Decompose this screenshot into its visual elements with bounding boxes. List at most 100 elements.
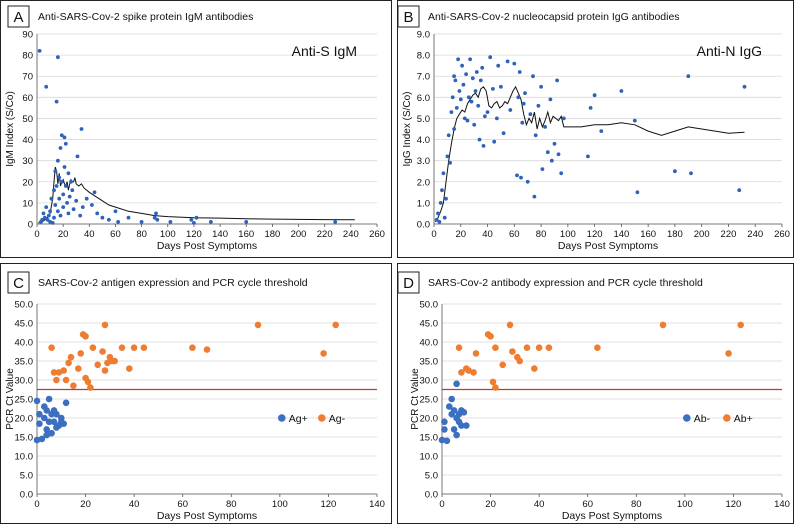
- x-tick-label: 80: [136, 229, 147, 240]
- data-point: [450, 407, 458, 414]
- data-point: [107, 217, 111, 222]
- x-tick-label: 180: [667, 229, 683, 240]
- y-tick-label: 0.0: [425, 490, 438, 501]
- x-tick-label: 140: [369, 499, 385, 510]
- y-tick-label: 5.0: [425, 471, 438, 482]
- data-point: [509, 348, 516, 355]
- data-point: [545, 150, 550, 155]
- data-point: [492, 344, 499, 352]
- panel-letter: B: [403, 9, 413, 26]
- data-point: [90, 203, 94, 207]
- data-point: [487, 333, 494, 340]
- data-point: [54, 184, 59, 188]
- data-point: [491, 87, 495, 91]
- data-point: [528, 112, 533, 117]
- data-point: [441, 418, 448, 426]
- data-point: [50, 221, 55, 225]
- data-point: [448, 395, 456, 403]
- data-point: [454, 106, 459, 110]
- x-axis-label: Days Post Symptoms: [157, 510, 257, 522]
- y-tick-label: 9.0: [417, 30, 430, 41]
- data-point: [517, 70, 522, 74]
- data-point: [254, 321, 262, 329]
- data-point: [499, 84, 503, 89]
- y-tick-label: 10.0: [420, 452, 439, 463]
- data-point: [446, 133, 451, 138]
- panel-frame: [397, 263, 794, 524]
- data-point: [446, 403, 453, 410]
- x-tick-label: 100: [160, 229, 176, 240]
- data-point: [508, 108, 513, 112]
- data-point: [45, 418, 53, 426]
- y-tick-label: 45.0: [15, 319, 34, 330]
- data-point: [632, 118, 637, 123]
- data-point: [43, 431, 50, 439]
- data-point: [492, 384, 499, 391]
- y-axis-label: PCR Ct Value: [5, 368, 16, 430]
- y-tick-label: 90: [22, 30, 33, 41]
- data-point: [461, 82, 466, 87]
- data-point: [599, 129, 604, 134]
- chart-title: Anti-SARS-Cov-2 spike protein IgM antibo…: [38, 11, 253, 23]
- data-point: [80, 205, 85, 210]
- data-point: [458, 97, 463, 102]
- data-point: [67, 194, 72, 199]
- data-point: [56, 158, 60, 163]
- data-point: [474, 70, 479, 74]
- data-point: [480, 65, 485, 70]
- data-point: [465, 118, 470, 123]
- y-tick-label: 35.0: [15, 357, 34, 368]
- x-tick-label: 140: [613, 229, 629, 240]
- data-point: [555, 78, 559, 83]
- data-point: [525, 179, 530, 184]
- data-point: [485, 110, 490, 114]
- data-point: [71, 207, 76, 212]
- data-point: [725, 350, 732, 357]
- data-point: [521, 101, 526, 106]
- x-tick-label: 60: [509, 229, 520, 240]
- data-point: [84, 378, 92, 386]
- data-point: [44, 84, 49, 89]
- data-point: [489, 378, 497, 386]
- data-point: [452, 127, 456, 131]
- data-point: [67, 353, 75, 361]
- panel-letter: A: [13, 9, 23, 26]
- data-point: [442, 215, 447, 220]
- data-point: [75, 154, 80, 159]
- data-point: [38, 435, 46, 443]
- data-point: [36, 420, 43, 428]
- data-point: [453, 380, 460, 388]
- y-tick-label: 40: [22, 135, 33, 146]
- y-tick-label: 10: [22, 198, 33, 209]
- data-point: [441, 426, 448, 433]
- x-tick-label: 60: [110, 229, 121, 240]
- data-point: [483, 114, 487, 119]
- legend-label: Ag+: [289, 413, 308, 425]
- data-point: [33, 397, 41, 405]
- data-point: [69, 179, 73, 184]
- data-point: [189, 344, 196, 352]
- data-point: [209, 220, 213, 224]
- data-point: [89, 344, 97, 352]
- x-tick-label: 200: [291, 229, 307, 240]
- x-tick-label: 160: [238, 229, 254, 240]
- data-point: [152, 215, 157, 220]
- data-point: [40, 217, 45, 222]
- y-tick-label: 40.0: [420, 338, 439, 349]
- data-point: [552, 141, 557, 146]
- data-point: [457, 89, 462, 93]
- data-point: [488, 55, 493, 60]
- data-point: [469, 99, 474, 104]
- y-tick-label: 2.0: [417, 177, 430, 188]
- y-tick-label: 1.0: [417, 198, 430, 209]
- data-point: [194, 215, 199, 220]
- data-point: [686, 74, 691, 79]
- data-point: [438, 436, 446, 444]
- x-tick-label: 60: [177, 499, 188, 510]
- data-point: [52, 215, 56, 220]
- data-point: [44, 205, 49, 210]
- data-point: [450, 95, 455, 100]
- panel-frame: [397, 0, 794, 258]
- x-tick-label: 40: [129, 499, 140, 510]
- y-tick-label: 15.0: [15, 433, 34, 444]
